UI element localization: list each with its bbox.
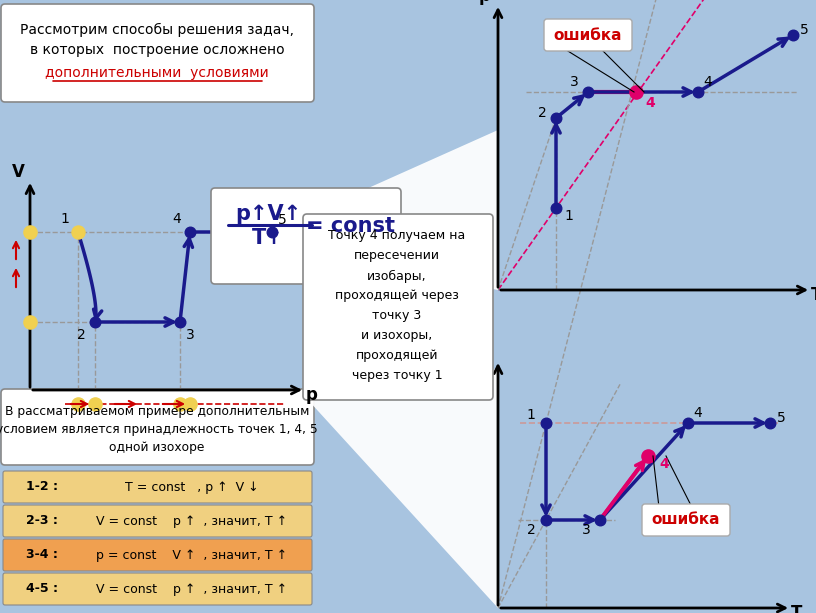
FancyBboxPatch shape — [1, 389, 314, 465]
Point — [787, 30, 800, 40]
Text: 2: 2 — [77, 328, 86, 342]
Text: V = const    p ↑  , значит, T ↑: V = const p ↑ , значит, T ↑ — [96, 514, 287, 528]
Text: 4: 4 — [659, 457, 669, 471]
Point — [72, 227, 85, 237]
Point — [88, 399, 101, 409]
Text: 4: 4 — [173, 212, 181, 226]
Text: T = const   , p ↑  V ↓: T = const , p ↑ V ↓ — [125, 481, 259, 493]
Point — [539, 515, 552, 525]
Point — [88, 317, 101, 327]
Text: одной изохоре: одной изохоре — [109, 441, 205, 454]
Text: T: T — [792, 604, 803, 613]
Text: V: V — [11, 163, 24, 181]
Point — [582, 87, 595, 97]
Point — [641, 451, 654, 461]
Text: ошибка: ошибка — [652, 512, 721, 528]
Text: проходящей: проходящей — [356, 349, 438, 362]
Text: точку 3: точку 3 — [372, 310, 422, 322]
Text: 4-5 :: 4-5 : — [26, 582, 58, 595]
Text: проходящей через: проходящей через — [335, 289, 459, 302]
Text: 1: 1 — [565, 209, 574, 223]
FancyBboxPatch shape — [544, 19, 632, 51]
Text: p: p — [306, 386, 318, 404]
Text: p: p — [479, 0, 491, 5]
FancyBboxPatch shape — [3, 539, 312, 571]
Text: ошибка: ошибка — [554, 28, 623, 42]
FancyBboxPatch shape — [211, 188, 401, 284]
Text: 4: 4 — [703, 75, 712, 89]
Point — [184, 399, 197, 409]
Text: p = const    V ↑  , значит, T ↑: p = const V ↑ , значит, T ↑ — [96, 549, 287, 562]
Point — [549, 113, 562, 123]
FancyBboxPatch shape — [3, 505, 312, 537]
Text: = const: = const — [305, 216, 394, 236]
Text: 5: 5 — [777, 411, 785, 425]
Text: изобары,: изобары, — [367, 270, 427, 283]
FancyBboxPatch shape — [3, 573, 312, 605]
Text: Точку 4 получаем на: Точку 4 получаем на — [328, 229, 466, 243]
Text: p↑V↑: p↑V↑ — [235, 204, 301, 224]
Text: 5: 5 — [277, 213, 286, 227]
Point — [72, 399, 85, 409]
Point — [174, 399, 187, 409]
Point — [72, 227, 85, 237]
Point — [764, 418, 777, 428]
Text: 3: 3 — [582, 523, 590, 537]
Point — [24, 227, 37, 237]
Text: В рассматриваемом примере дополнительным: В рассматриваемом примере дополнительным — [5, 406, 309, 419]
Point — [24, 317, 37, 327]
Polygon shape — [308, 130, 498, 290]
Text: 2: 2 — [538, 106, 547, 120]
Text: 2: 2 — [526, 523, 535, 537]
Text: Рассмотрим способы решения задач,: Рассмотрим способы решения задач, — [20, 23, 294, 37]
Point — [265, 227, 278, 237]
Text: 4: 4 — [645, 96, 655, 110]
FancyBboxPatch shape — [303, 214, 493, 400]
Point — [539, 418, 552, 428]
Text: дополнительными  условиями: дополнительными условиями — [45, 66, 269, 80]
FancyBboxPatch shape — [3, 471, 312, 503]
Point — [174, 317, 187, 327]
Text: 1-2 :: 1-2 : — [26, 481, 58, 493]
Text: в которых  построение осложнено: в которых построение осложнено — [29, 43, 284, 57]
Text: 5: 5 — [800, 23, 809, 37]
Text: 3: 3 — [570, 75, 579, 89]
Polygon shape — [308, 340, 498, 608]
Text: 3-4 :: 3-4 : — [26, 549, 58, 562]
Text: V = const    p ↑  , значит, T ↑: V = const p ↑ , значит, T ↑ — [96, 582, 287, 595]
Text: и изохоры,: и изохоры, — [361, 330, 432, 343]
Text: 2-3 :: 2-3 : — [26, 514, 58, 528]
Point — [629, 87, 642, 97]
Point — [549, 203, 562, 213]
Text: 3: 3 — [185, 328, 194, 342]
Text: T: T — [811, 286, 816, 304]
FancyBboxPatch shape — [1, 4, 314, 102]
Text: 1: 1 — [60, 212, 69, 226]
Text: 1: 1 — [526, 408, 535, 422]
Point — [593, 515, 606, 525]
Point — [691, 87, 704, 97]
Text: условием является принадлежность точек 1, 4, 5: условием является принадлежность точек 1… — [0, 424, 318, 436]
Text: через точку 1: через точку 1 — [352, 370, 442, 383]
Text: 4: 4 — [694, 406, 703, 420]
FancyBboxPatch shape — [642, 504, 730, 536]
Point — [184, 227, 197, 237]
Text: T↑: T↑ — [252, 228, 284, 248]
Point — [681, 418, 694, 428]
Text: пересечении: пересечении — [354, 249, 440, 262]
